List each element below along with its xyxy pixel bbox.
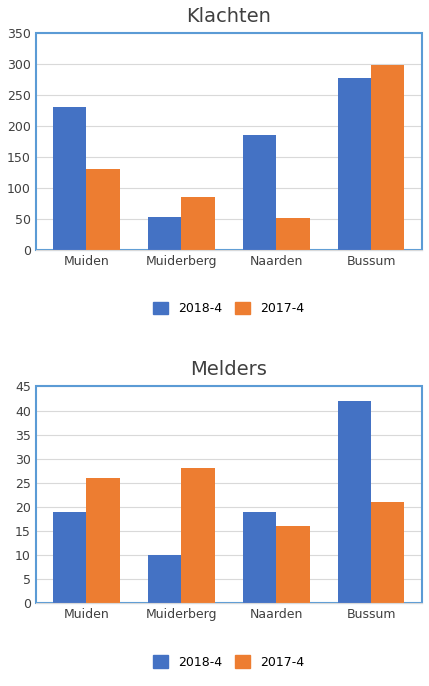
Legend: 2018-4, 2017-4: 2018-4, 2017-4	[147, 649, 311, 675]
Title: Klachten: Klachten	[187, 7, 271, 26]
Bar	[371, 502, 405, 604]
Bar	[243, 135, 276, 250]
Bar	[87, 478, 120, 604]
Bar	[87, 169, 120, 250]
Bar	[53, 108, 87, 250]
Bar	[181, 198, 214, 250]
Bar	[53, 512, 87, 604]
Bar	[148, 217, 181, 250]
Bar	[338, 401, 371, 604]
Bar	[371, 65, 405, 250]
Legend: 2018-4, 2017-4: 2018-4, 2017-4	[147, 296, 311, 322]
Bar	[338, 78, 371, 250]
Bar	[243, 512, 276, 604]
Bar	[276, 526, 310, 604]
Bar	[148, 555, 181, 604]
Title: Melders: Melders	[190, 360, 267, 379]
Bar	[181, 469, 214, 604]
Bar	[276, 218, 310, 250]
